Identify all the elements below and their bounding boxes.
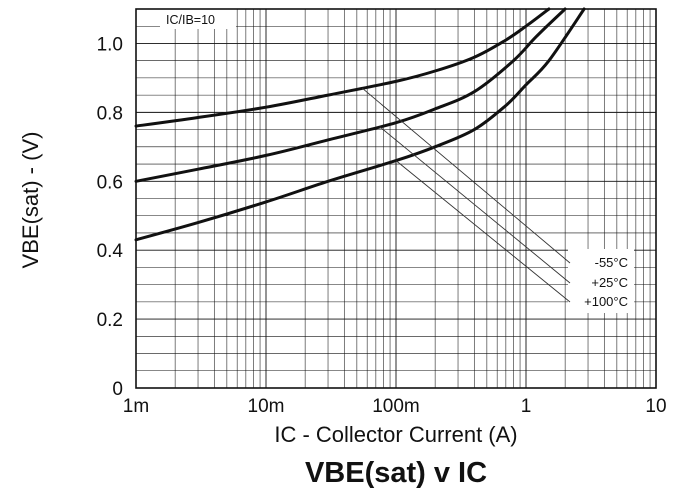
legend-label-plus25: +25°C — [591, 275, 628, 290]
legend-leader-line — [395, 160, 571, 303]
annotation-box: IC/IB=10 — [160, 9, 236, 29]
x-tick-label: 1 — [521, 396, 532, 417]
x-tick-label: 10 — [645, 396, 666, 417]
legend-leader-line — [379, 126, 571, 284]
plot-frame — [135, 8, 657, 389]
ratio-annotation: IC/IB=10 — [166, 13, 215, 27]
legend: -55°C +25°C +100°C — [568, 249, 634, 313]
x-tick-label: 10m — [248, 396, 285, 417]
legend-label-minus55: -55°C — [595, 255, 628, 270]
curve-minus55c — [134, 7, 551, 128]
tick-labels: 1m 10m 100m 1 10 0 0.2 0.4 0.6 0.8 1.0 — [97, 34, 667, 417]
curve-layer — [134, 7, 586, 242]
x-tick-label: 1m — [123, 396, 149, 417]
y-tick-label: 0.8 — [97, 103, 123, 124]
x-axis-title: IC - Collector Current (A) — [274, 422, 517, 447]
chart-title: VBE(sat) v IC — [305, 457, 487, 489]
y-tick-label: 0.6 — [97, 172, 123, 193]
curve-plus100c — [134, 7, 586, 242]
leader-lines — [361, 87, 571, 303]
y-tick-label: 0.4 — [97, 241, 124, 262]
y-tick-label: 0 — [112, 379, 123, 400]
x-tick-label: 100m — [372, 396, 420, 417]
grid-layer — [135, 8, 656, 389]
y-axis-title: VBE(sat) - (V) — [18, 132, 43, 269]
legend-leader-line — [361, 87, 571, 264]
y-tick-label: 1.0 — [97, 34, 123, 55]
legend-label-plus100: +100°C — [584, 294, 628, 309]
y-tick-label: 0.2 — [97, 310, 123, 331]
curve-plus25c — [134, 7, 567, 183]
